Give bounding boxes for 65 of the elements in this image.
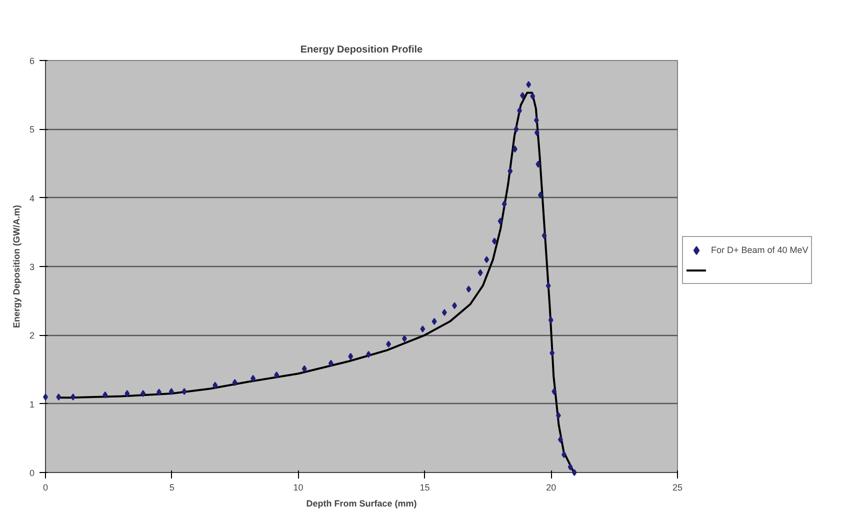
point <box>526 81 532 88</box>
point <box>520 92 526 100</box>
x-tick-label: 15 <box>420 482 430 492</box>
y-axis-title: Energy Deposition (GW/A.m) <box>11 204 22 328</box>
point <box>212 382 218 389</box>
point <box>366 350 372 358</box>
point <box>466 286 472 293</box>
point <box>542 232 547 240</box>
point <box>452 302 458 310</box>
point <box>420 325 426 332</box>
point <box>508 168 513 175</box>
y-tick-label: 5 <box>29 124 35 135</box>
point <box>502 200 507 208</box>
chart-title: Energy Deposition Profile <box>300 44 424 56</box>
point <box>348 352 354 360</box>
point <box>534 116 539 124</box>
point <box>432 318 437 325</box>
y-tick-label: 3 <box>29 262 35 272</box>
point <box>124 390 130 398</box>
x-tick-label: 10 <box>293 482 304 492</box>
point <box>182 388 187 395</box>
y-tick-label: 4 <box>29 193 35 204</box>
point <box>232 379 238 386</box>
point <box>56 393 62 400</box>
point <box>514 126 519 133</box>
y-tick-label: 0 <box>29 468 35 478</box>
point <box>250 374 256 382</box>
point <box>534 129 540 136</box>
point <box>556 412 561 420</box>
point <box>538 192 543 199</box>
point <box>492 238 497 245</box>
point <box>572 469 577 476</box>
point <box>402 335 407 342</box>
x-axis-title: Depth From Surface (mm) <box>306 498 417 508</box>
point <box>568 464 573 471</box>
y-tick-label: 6 <box>29 56 35 66</box>
point <box>512 146 518 153</box>
y-tick-label: 1 <box>29 399 35 410</box>
point <box>552 388 557 395</box>
point <box>558 436 563 444</box>
point <box>302 365 307 372</box>
point <box>70 393 76 400</box>
x-tick-label: 5 <box>169 482 174 492</box>
point <box>442 309 447 316</box>
x-tick-label: 0 <box>42 482 48 492</box>
point <box>328 360 334 367</box>
point <box>102 391 108 398</box>
point <box>274 371 280 378</box>
legend-label: For D+ Beam of 40 MeV <box>711 245 808 255</box>
point <box>546 282 551 290</box>
point <box>530 92 536 100</box>
point <box>484 256 490 264</box>
x-tick-label: 25 <box>672 482 683 492</box>
point <box>498 218 503 225</box>
point <box>156 388 162 396</box>
x-tick-label: 20 <box>546 482 556 492</box>
point <box>550 350 555 357</box>
y-tick-label: 2 <box>29 330 35 341</box>
point <box>386 340 392 348</box>
point <box>561 451 566 458</box>
point <box>168 388 174 395</box>
point <box>536 160 541 168</box>
point <box>548 316 554 324</box>
point <box>140 390 146 398</box>
point <box>478 269 483 276</box>
